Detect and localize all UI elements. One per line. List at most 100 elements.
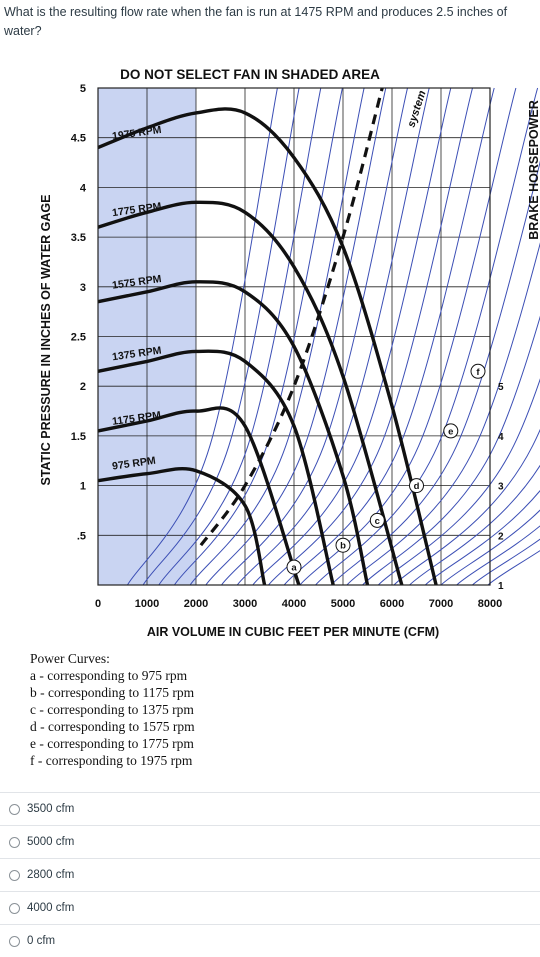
fan-line (315, 87, 539, 586)
point-marker (470, 363, 486, 379)
fan-line (268, 87, 473, 586)
fan-line (487, 550, 540, 586)
y-tick-label: 1.5 (71, 431, 86, 443)
fan-line (299, 87, 517, 586)
bhp-tick-label: 5 (498, 382, 504, 393)
rpm-curve (97, 200, 404, 586)
y-tick-label: 3.5 (71, 232, 86, 244)
answer-option[interactable]: 2800 cfm (0, 858, 540, 891)
plot-frame (97, 87, 491, 586)
fan-line (158, 87, 322, 586)
fan-line (236, 87, 430, 586)
fan-curve-chart: DO NOT SELECT FAN IN SHADED AREA AIR VOL… (39, 67, 540, 639)
power-curve-item: c - corresponding to 1375 rpm (30, 702, 194, 717)
x-tick-label: 3000 (233, 598, 257, 610)
bhp-axis-label: BRAKE HORSEPOWER (527, 100, 540, 240)
point-marker (335, 537, 351, 553)
answer-option[interactable]: 0 cfm (0, 924, 540, 957)
answer-option-label: 5000 cfm (27, 836, 75, 848)
system-curve (199, 87, 384, 547)
x-tick-label: 8000 (478, 598, 502, 610)
fan-line (346, 242, 540, 586)
fan-line (409, 464, 540, 586)
bhp-tick-label: 2 (498, 531, 504, 542)
rpm-curve (97, 107, 438, 586)
x-tick-label: 5000 (331, 598, 355, 610)
x-tick-label: 7000 (429, 598, 453, 610)
answer-option[interactable]: 3500 cfm (0, 792, 540, 825)
fan-line (173, 87, 343, 586)
bhp-tick-labels: 5 4 3 2 1 (498, 382, 504, 592)
plot-border (97, 87, 491, 586)
radio-button[interactable] (9, 902, 20, 914)
y-tick-label: 2 (80, 381, 86, 393)
point-marker (443, 423, 459, 439)
power-curve-item: a - corresponding to 975 rpm (30, 668, 188, 683)
y-tick-label: 2.5 (71, 332, 86, 344)
bhp-tick-label: 3 (498, 482, 504, 493)
point-label: a (291, 563, 297, 574)
power-curves-legend: Power Curves: a - corresponding to 975 r… (30, 650, 330, 769)
rpm-curve (97, 349, 335, 586)
power-curve-item: e - corresponding to 1775 rpm (30, 736, 194, 751)
bhp-tick-label: 1 (498, 581, 504, 592)
radio-button[interactable] (9, 836, 20, 848)
answer-option-label: 2800 cfm (27, 869, 75, 881)
y-tick-label: 4 (80, 182, 87, 194)
question-text: What is the resulting flow rate when the… (4, 5, 508, 38)
point-marker (409, 478, 424, 494)
y-tick-label: 5 (80, 83, 86, 95)
fan-line (189, 87, 365, 586)
fan-line (221, 87, 408, 586)
rpm-curve (97, 280, 370, 586)
x-tick-labels: 0 1000 2000 3000 4000 5000 6000 7000 8000 (95, 598, 502, 610)
x-tick-label: 0 (95, 598, 101, 610)
power-curve-item: f - corresponding to 1975 rpm (30, 753, 193, 768)
bhp-lines (126, 87, 540, 586)
answer-option-label: 4000 cfm (27, 902, 75, 914)
fan-line (472, 538, 540, 586)
radio-button[interactable] (9, 803, 20, 815)
fan-line (456, 525, 540, 586)
bhp-tick-label: 4 (498, 432, 504, 443)
power-curve-item: b - corresponding to 1175 rpm (30, 685, 195, 700)
rpm-curves (97, 107, 438, 586)
fan-line (205, 87, 387, 586)
y-tick-labels: 54.543.532.521.51.5 (71, 83, 87, 542)
point-marker (286, 559, 302, 575)
x-tick-label: 6000 (380, 598, 404, 610)
rpm-curve (97, 466, 267, 586)
point-label: b (340, 541, 346, 552)
y-tick-label: 3 (80, 282, 86, 294)
answer-option[interactable]: 5000 cfm (0, 825, 540, 858)
x-tick-label: 2000 (184, 598, 208, 610)
x-tick-label: 1000 (135, 598, 159, 610)
y-tick-label: .5 (77, 530, 86, 542)
point-label: f (476, 367, 480, 378)
point-label: e (448, 426, 453, 437)
radio-button[interactable] (9, 869, 20, 881)
answer-option-label: 0 cfm (27, 935, 56, 947)
point-label: c (375, 516, 380, 527)
fan-line (440, 509, 540, 586)
chart-title: DO NOT SELECT FAN IN SHADED AREA (120, 67, 380, 82)
y-tick-label: 1 (80, 481, 86, 493)
point-marker (369, 512, 385, 528)
rpm-curve (97, 406, 301, 586)
fan-line (377, 378, 540, 586)
y-axis-label: STATIC PRESSURE IN INCHES OF WATER GAGE (39, 195, 53, 486)
y-tick-label: 4.5 (71, 133, 86, 145)
power-curves-heading: Power Curves: (30, 651, 110, 666)
fan-line (330, 160, 540, 586)
answer-option[interactable]: 4000 cfm (0, 891, 540, 924)
fan-line (362, 315, 540, 586)
point-label: d (414, 481, 420, 492)
fan-line (424, 490, 540, 586)
point-labels: a b c d e f (286, 363, 486, 575)
x-tick-label: 4000 (282, 598, 306, 610)
answer-options: 3500 cfm 5000 cfm 2800 cfm 4000 cfm 0 cf… (0, 792, 540, 957)
fan-line (393, 428, 540, 586)
system-label: system (405, 89, 428, 129)
answer-option-label: 3500 cfm (27, 803, 75, 815)
power-curve-item: d - corresponding to 1575 rpm (30, 719, 195, 734)
